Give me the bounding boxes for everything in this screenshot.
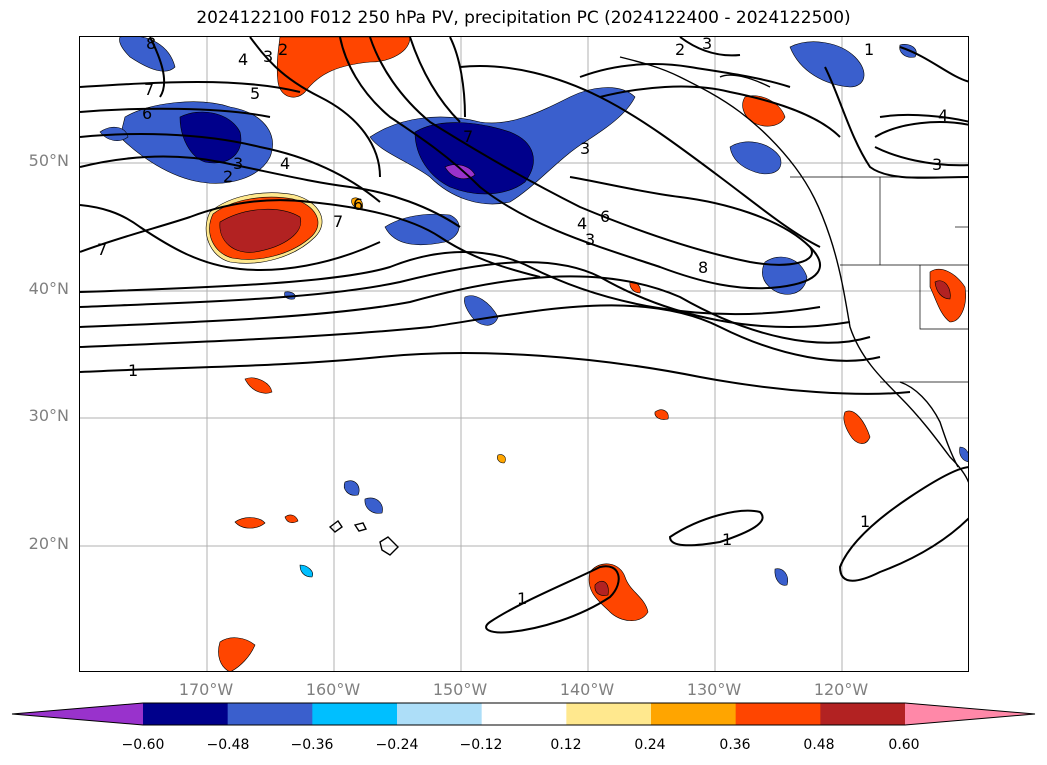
contour-label: 6 <box>142 104 152 123</box>
contour-label: 4 <box>938 106 948 125</box>
colorbar-segment <box>312 703 398 725</box>
contour-label: 1 <box>722 530 732 549</box>
colorbar-extend-low <box>12 703 143 725</box>
positive-precip-regions <box>205 37 966 671</box>
colorbar-tick: −0.36 <box>290 737 334 753</box>
contour-label: 6 <box>600 207 610 226</box>
contour-labels: 8 7 6 4 3 3 2 4 7 6 7 3 2 2 3 1 5 6 4 3 … <box>97 37 948 608</box>
colorbar-segment <box>143 703 229 725</box>
pv-contours <box>80 37 968 634</box>
lon-label-150w: 150°W <box>432 680 488 699</box>
contour-label: 7 <box>97 240 107 259</box>
contour-label: 4 <box>238 50 248 69</box>
colorbar-segment <box>397 703 483 725</box>
map-panel: 8 7 6 4 3 3 2 4 7 6 7 3 2 2 3 1 5 6 4 3 … <box>79 36 969 672</box>
lat-label-40n: 40°N <box>28 279 69 298</box>
colorbar-tick: −0.60 <box>121 737 165 753</box>
lon-label-160w: 160°W <box>305 680 361 699</box>
colorbar-segment <box>566 703 652 725</box>
contour-label: 1 <box>128 361 138 380</box>
contour-label: 4 <box>280 154 290 173</box>
colorbar-tick: −0.24 <box>375 737 419 753</box>
contour-label: 3 <box>932 155 942 174</box>
contour-label: 7 <box>463 127 473 146</box>
lon-label-140w: 140°W <box>559 680 615 699</box>
lat-label-30n: 30°N <box>28 406 69 425</box>
colorbar <box>11 702 1036 726</box>
contour-label: 5 <box>250 84 260 103</box>
colorbar-extend-high <box>905 703 1035 725</box>
lat-label-20n: 20°N <box>28 534 69 553</box>
colorbar-tick: 0.24 <box>634 737 666 753</box>
contour-label: 3 <box>233 154 243 173</box>
contour-label: 7 <box>144 80 154 99</box>
contour-label: 3 <box>263 47 273 66</box>
negative-precip-regions <box>99 37 968 586</box>
contour-label: 4 <box>577 214 587 233</box>
contour-label: 2 <box>675 40 685 59</box>
colorbar-segment <box>651 703 737 725</box>
lon-label-130w: 130°W <box>686 680 742 699</box>
colorbar-segment <box>820 703 906 725</box>
contour-label: 3 <box>585 230 595 249</box>
contour-label: 1 <box>860 512 870 531</box>
map-canvas: 8 7 6 4 3 3 2 4 7 6 7 3 2 2 3 1 5 6 4 3 … <box>80 37 968 671</box>
colorbar-tick: 0.60 <box>888 737 920 753</box>
contour-label: 3 <box>580 139 590 158</box>
contour-label: 6 <box>353 195 363 214</box>
colorbar-tick: 0.12 <box>550 737 582 753</box>
colorbar-tick: −0.12 <box>459 737 503 753</box>
contour-label: 8 <box>146 37 156 53</box>
contour-label: 7 <box>333 212 343 231</box>
contour-label: 8 <box>698 258 708 277</box>
lon-label-170w: 170°W <box>178 680 234 699</box>
colorbar-tick: 0.36 <box>719 737 751 753</box>
colorbar-segment <box>227 703 313 725</box>
contour-label: 2 <box>278 40 288 59</box>
chart-title: 2024122100 F012 250 hPa PV, precipitatio… <box>196 8 851 28</box>
lat-label-50n: 50°N <box>28 151 69 170</box>
colorbar-segment <box>481 703 567 725</box>
contour-label: 2 <box>223 167 233 186</box>
colorbar-segment <box>735 703 821 725</box>
colorbar-tick: −0.48 <box>206 737 250 753</box>
contour-label: 3 <box>702 37 712 53</box>
colorbar-segments <box>12 703 1035 725</box>
contour-label: 1 <box>517 589 527 608</box>
lon-label-120w: 120°W <box>813 680 869 699</box>
colorbar-tick: 0.48 <box>803 737 835 753</box>
contour-label: 1 <box>864 40 874 59</box>
